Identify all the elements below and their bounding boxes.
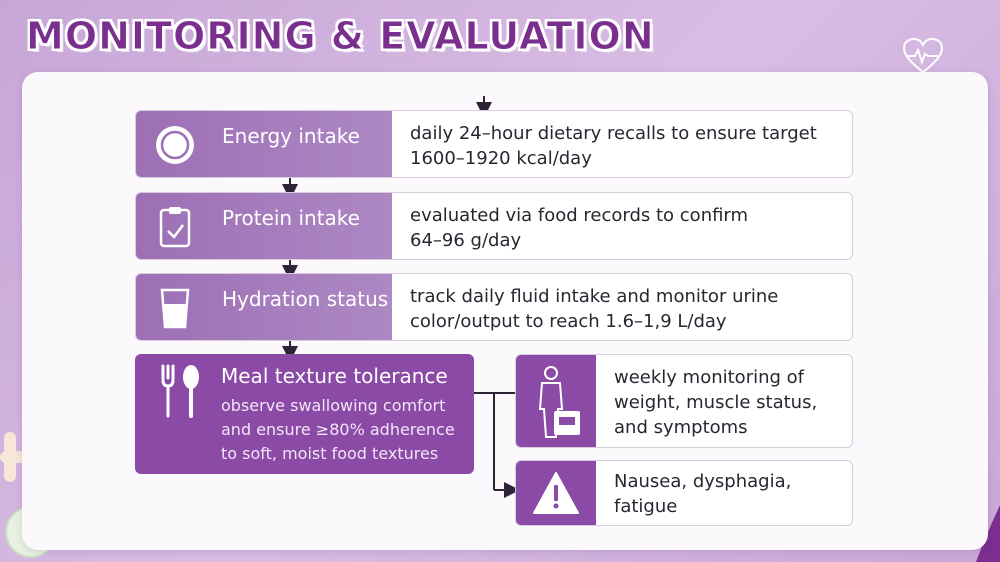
protein-intake-row: Protein intake evaluated via food record… bbox=[135, 192, 853, 260]
corner-decoration bbox=[976, 505, 1000, 562]
protein-desc-line: 64–96 g/day bbox=[410, 230, 522, 251]
symptoms-box: Nausea, dysphagia, fatigue bbox=[515, 460, 853, 526]
weight-monitoring-box: weekly monitoring of weight, muscle stat… bbox=[515, 354, 853, 448]
heart-icon bbox=[902, 38, 944, 74]
energy-intake-header: Energy intake bbox=[136, 111, 392, 177]
meal-desc-line: observe swallowing comfort bbox=[221, 396, 446, 415]
hydration-status-description: track daily fluid intake and monitor uri… bbox=[410, 284, 840, 334]
weight-desc-line: weekly monitoring of bbox=[614, 367, 805, 388]
symptoms-desc-line: fatigue bbox=[614, 496, 678, 517]
warning-icon bbox=[533, 472, 579, 514]
energy-intake-row: Energy intake daily 24–hour dietary reca… bbox=[135, 110, 853, 178]
energy-desc-line: 1600–1920 kcal/day bbox=[410, 148, 592, 169]
protein-intake-header: Protein intake bbox=[136, 193, 392, 259]
meal-desc-line: and ensure ≥80% adherence bbox=[221, 420, 455, 439]
clipboard-icon bbox=[159, 207, 191, 248]
hydration-status-row: Hydration status track daily fluid intak… bbox=[135, 273, 853, 341]
hydration-desc-line: track daily fluid intake and monitor uri… bbox=[410, 286, 779, 307]
symptoms-description: Nausea, dysphagia, fatigue bbox=[614, 469, 791, 519]
meal-texture-label: Meal texture tolerance bbox=[221, 364, 448, 388]
protein-intake-label: Protein intake bbox=[222, 206, 360, 230]
weight-desc-line: weight, muscle status, bbox=[614, 392, 818, 413]
energy-intake-description: daily 24–hour dietary recalls to ensure … bbox=[410, 121, 840, 171]
meal-texture-description: observe swallowing comfort and ensure ≥8… bbox=[221, 394, 471, 466]
meal-texture-box: Meal texture tolerance observe swallowin… bbox=[135, 354, 474, 474]
meal-desc-line: to soft, moist food textures bbox=[221, 444, 439, 463]
energy-intake-label: Energy intake bbox=[222, 124, 360, 148]
plate-icon bbox=[156, 126, 194, 164]
hydration-status-label: Hydration status bbox=[222, 287, 389, 311]
protein-desc-line: evaluated via food records to confirm bbox=[410, 205, 749, 226]
energy-desc-line: daily 24–hour dietary recalls to ensure … bbox=[410, 123, 817, 144]
person-scale-icon bbox=[538, 366, 580, 438]
utensils-icon bbox=[161, 364, 199, 418]
weight-monitoring-description: weekly monitoring of weight, muscle stat… bbox=[614, 365, 817, 440]
hydration-desc-line: color/output to reach 1.6–1,9 L/day bbox=[410, 311, 727, 332]
hydration-status-header: Hydration status bbox=[136, 274, 392, 340]
glass-icon bbox=[160, 288, 190, 329]
page-title: MONITORING & EVALUATION bbox=[26, 14, 655, 59]
protein-intake-description: evaluated via food records to confirm 64… bbox=[410, 203, 840, 253]
weight-desc-line: and symptoms bbox=[614, 417, 748, 438]
symptoms-desc-line: Nausea, dysphagia, bbox=[614, 471, 792, 492]
